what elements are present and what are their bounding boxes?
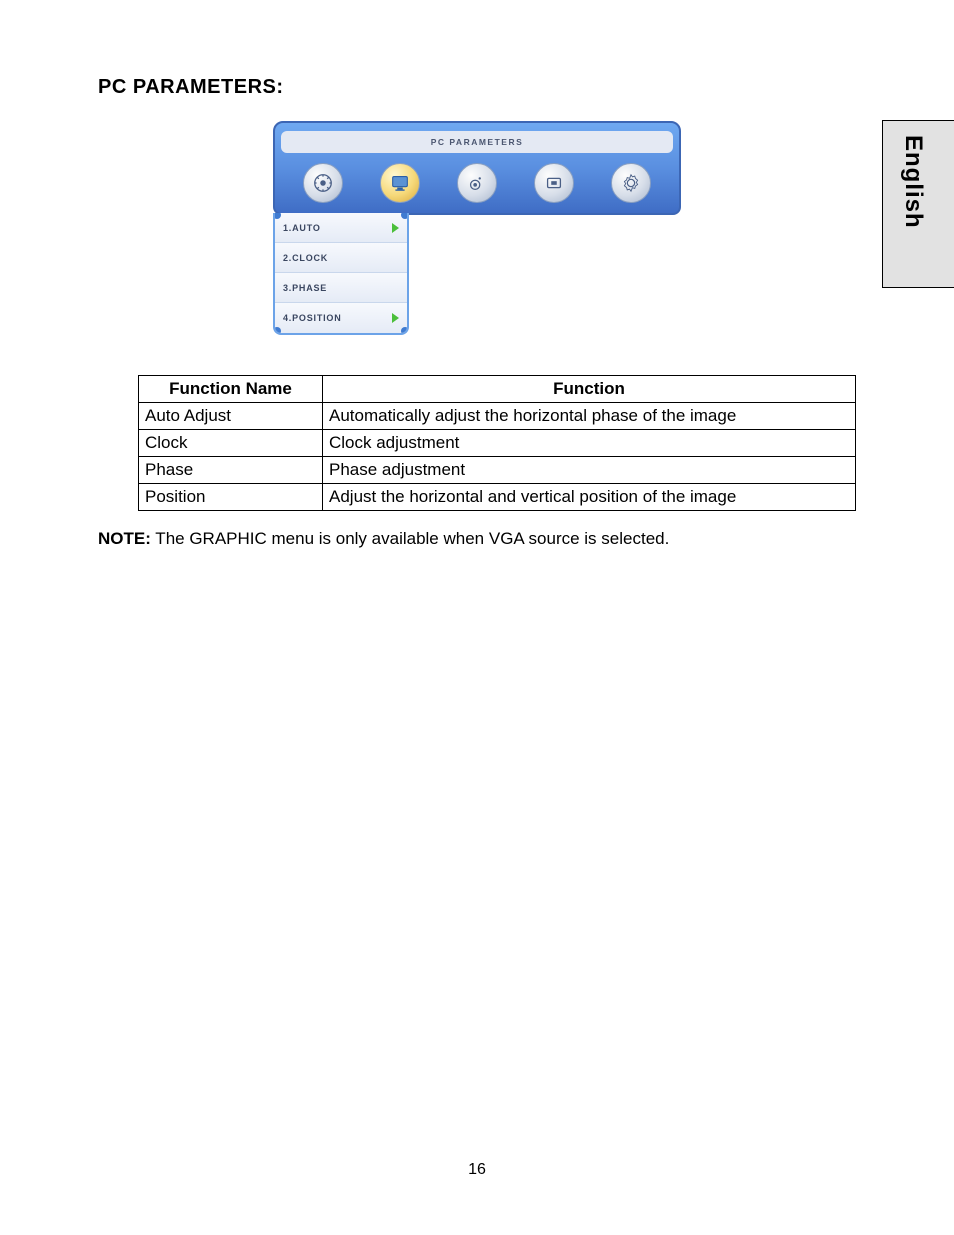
table-header: Function xyxy=(323,376,856,403)
section-title: PC PARAMETERS: xyxy=(98,76,856,99)
page-number: 16 xyxy=(0,1161,954,1179)
osd-header: PC PARAMETERS xyxy=(273,121,681,215)
osd-screenshot: PC PARAMETERS 1. xyxy=(273,121,681,335)
table-cell: Adjust the horizontal and vertical posit… xyxy=(323,484,856,511)
table-row: Position Adjust the horizontal and verti… xyxy=(139,484,856,511)
osd-menu-item: 3.PHASE xyxy=(275,273,407,303)
osd-menu-item: 4.POSITION xyxy=(275,303,407,333)
corner-dot-icon xyxy=(273,327,281,335)
menu-arrow-icon xyxy=(392,223,399,233)
table-row: Clock Clock adjustment xyxy=(139,430,856,457)
osd-menu-item: 2.CLOCK xyxy=(275,243,407,273)
language-label: English xyxy=(899,135,927,229)
table-header-row: Function Name Function xyxy=(139,376,856,403)
osd-menu-item: 1.AUTO xyxy=(275,213,407,243)
menu-arrow-icon xyxy=(392,313,399,323)
note-label: NOTE: xyxy=(98,529,151,548)
table-cell: Clock xyxy=(139,430,323,457)
osd-menu-label: 4.POSITION xyxy=(283,313,342,323)
osd-menu: 1.AUTO 2.CLOCK 3.PHASE 4.POSITION xyxy=(273,213,409,335)
osd-menu-label: 3.PHASE xyxy=(283,283,327,293)
table-header: Function Name xyxy=(139,376,323,403)
function-table: Function Name Function Auto Adjust Autom… xyxy=(138,375,856,511)
corner-dot-icon xyxy=(401,327,409,335)
table-cell: Automatically adjust the horizontal phas… xyxy=(323,403,856,430)
note-line: NOTE: The GRAPHIC menu is only available… xyxy=(98,529,856,549)
adjust-icon xyxy=(303,163,343,203)
osd-icon-row xyxy=(281,159,673,203)
table-cell: Phase xyxy=(139,457,323,484)
settings-icon xyxy=(611,163,651,203)
osd-menu-label: 2.CLOCK xyxy=(283,253,328,263)
monitor-icon xyxy=(380,163,420,203)
table-cell: Phase adjustment xyxy=(323,457,856,484)
osd-menu-label: 1.AUTO xyxy=(283,223,321,233)
note-text: The GRAPHIC menu is only available when … xyxy=(151,529,669,548)
table-cell: Clock adjustment xyxy=(323,430,856,457)
language-side-tab: English xyxy=(882,120,954,288)
speaker-icon xyxy=(457,163,497,203)
table-cell: Auto Adjust xyxy=(139,403,323,430)
aspect-icon xyxy=(534,163,574,203)
osd-title: PC PARAMETERS xyxy=(281,131,673,153)
table-cell: Position xyxy=(139,484,323,511)
table-row: Auto Adjust Automatically adjust the hor… xyxy=(139,403,856,430)
table-row: Phase Phase adjustment xyxy=(139,457,856,484)
